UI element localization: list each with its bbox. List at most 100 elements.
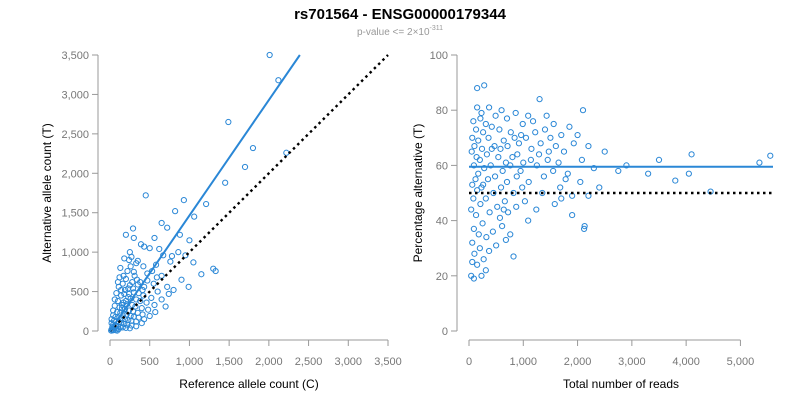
- data-point: [488, 145, 495, 152]
- data-point: [127, 263, 134, 270]
- data-point: [480, 256, 487, 263]
- data-point: [152, 261, 160, 268]
- data-point: [142, 192, 149, 199]
- data-point: [489, 228, 496, 235]
- data-point: [474, 261, 481, 268]
- data-point: [121, 320, 128, 328]
- data-point: [507, 162, 514, 169]
- data-point: [513, 173, 520, 180]
- data-point: [492, 112, 499, 119]
- data-point: [475, 231, 482, 238]
- data-point: [156, 245, 163, 253]
- data-point: [645, 170, 652, 177]
- data-point: [535, 151, 543, 158]
- data-point: [153, 274, 160, 281]
- data-point: [485, 247, 493, 255]
- data-point: [158, 219, 165, 227]
- data-point: [122, 324, 129, 331]
- data-point: [120, 272, 127, 279]
- data-point: [517, 167, 524, 175]
- y-tick-label: 0: [442, 326, 448, 338]
- data-point: [140, 263, 147, 270]
- data-point: [145, 306, 152, 313]
- x-tick-label: 1,000: [176, 356, 204, 368]
- data-point: [525, 178, 532, 186]
- data-point: [478, 109, 485, 117]
- data-point: [615, 167, 622, 175]
- data-point: [168, 252, 176, 260]
- data-point: [158, 296, 165, 303]
- data-point: [560, 148, 568, 155]
- data-point: [185, 283, 192, 290]
- data-point: [164, 224, 171, 231]
- data-point: [558, 131, 565, 139]
- data-point: [133, 296, 140, 303]
- data-point: [474, 85, 481, 92]
- data-point: [543, 112, 550, 119]
- data-point: [685, 170, 692, 177]
- data-point: [470, 225, 477, 232]
- data-point: [551, 200, 558, 208]
- data-point: [550, 167, 557, 175]
- data-point: [519, 120, 526, 128]
- data-point: [130, 234, 137, 242]
- data-point: [212, 267, 219, 275]
- data-point: [498, 107, 505, 114]
- data-point: [146, 245, 153, 252]
- fit-line: [109, 54, 301, 332]
- data-point: [688, 151, 695, 158]
- data-point: [540, 173, 548, 180]
- data-point: [198, 271, 205, 278]
- data-point: [138, 320, 145, 327]
- y-tick-label: 0: [83, 326, 89, 338]
- data-point: [249, 144, 257, 152]
- data-point: [474, 104, 481, 111]
- x-tick-label: 5,000: [727, 356, 755, 368]
- data-point: [502, 159, 510, 166]
- data-point: [190, 259, 197, 266]
- x-tick-label: 2,000: [564, 356, 592, 368]
- data-point: [482, 195, 489, 202]
- data-point: [484, 176, 492, 183]
- data-point: [477, 200, 484, 208]
- data-point: [131, 272, 138, 279]
- data-point: [596, 184, 603, 191]
- data-point: [502, 236, 510, 244]
- data-point: [478, 145, 486, 152]
- data-point: [541, 126, 549, 133]
- data-point: [488, 123, 495, 130]
- y-tick-label: 3,500: [61, 50, 89, 62]
- data-point: [469, 258, 476, 266]
- data-point: [503, 115, 511, 122]
- data-point: [471, 250, 478, 257]
- data-point: [114, 279, 122, 286]
- data-point: [469, 181, 476, 188]
- data-point: [133, 260, 140, 267]
- data-point: [495, 154, 502, 161]
- data-point: [522, 134, 530, 141]
- data-point: [122, 231, 129, 238]
- data-point: [482, 120, 489, 128]
- data-point: [496, 214, 504, 221]
- data-point: [515, 140, 523, 147]
- data-point: [496, 126, 503, 133]
- data-point: [501, 198, 508, 205]
- data-point: [504, 142, 511, 150]
- data-point: [623, 162, 630, 169]
- y-tick-label: 20: [436, 271, 448, 283]
- data-point: [499, 167, 506, 175]
- data-point: [585, 142, 592, 150]
- data-point: [547, 134, 554, 141]
- data-point: [510, 253, 517, 260]
- data-point: [473, 154, 480, 161]
- data-point: [487, 162, 494, 169]
- x-tick-label: 0: [466, 356, 472, 368]
- data-point: [519, 184, 526, 191]
- data-point: [472, 211, 480, 219]
- data-point: [555, 159, 562, 166]
- data-point: [152, 308, 159, 316]
- y-tick-label: 1,500: [61, 208, 89, 220]
- data-point: [118, 292, 125, 299]
- data-point: [114, 297, 122, 305]
- x-tick-label: 1,500: [215, 356, 243, 368]
